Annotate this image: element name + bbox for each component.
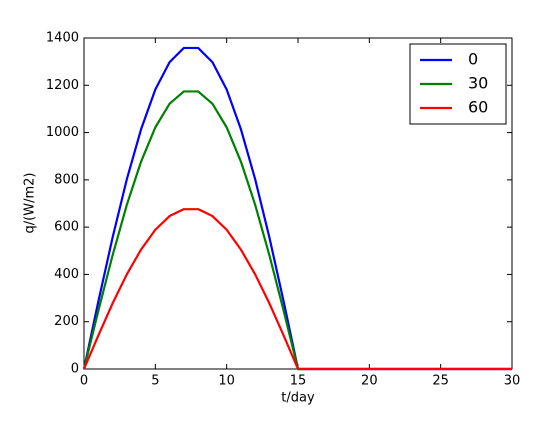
legend-label: 0 bbox=[468, 50, 478, 69]
x-tick-label: 25 bbox=[432, 374, 449, 389]
y-tick-label: 0 bbox=[71, 362, 79, 377]
y-tick-label: 1400 bbox=[46, 31, 79, 46]
y-tick-label: 1000 bbox=[46, 125, 79, 140]
x-axis-label: t/day bbox=[281, 391, 315, 406]
x-tick-label: 15 bbox=[290, 374, 307, 389]
y-tick-label: 400 bbox=[54, 267, 79, 282]
line-series bbox=[82, 208, 512, 371]
y-tick-label: 800 bbox=[54, 172, 79, 187]
x-tick-label: 10 bbox=[218, 374, 235, 389]
y-tick-label: 200 bbox=[54, 314, 79, 329]
x-tick-label: 30 bbox=[504, 374, 521, 389]
legend-label: 30 bbox=[468, 74, 488, 93]
y-tick-label: 600 bbox=[54, 220, 79, 235]
x-tick-label: 20 bbox=[361, 374, 378, 389]
legend-label: 60 bbox=[468, 98, 488, 117]
x-tick-label: 5 bbox=[151, 374, 159, 389]
x-tick-label: 0 bbox=[80, 374, 88, 389]
y-tick-label: 1200 bbox=[46, 78, 79, 93]
y-axis-label: q/(W/m2) bbox=[23, 173, 38, 234]
